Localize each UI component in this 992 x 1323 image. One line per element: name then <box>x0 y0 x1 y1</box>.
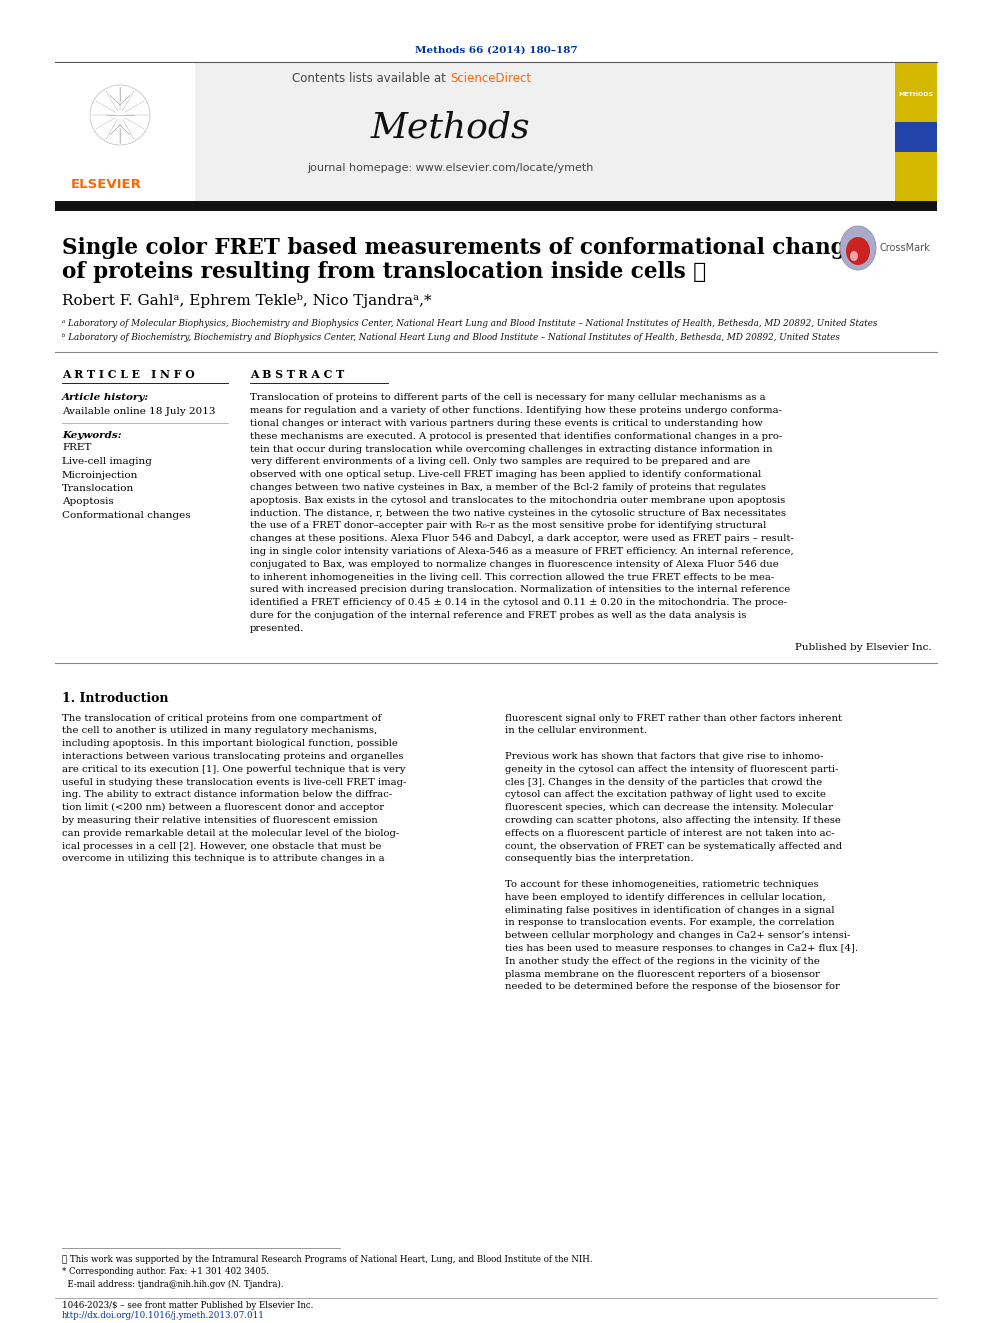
Ellipse shape <box>846 237 870 265</box>
Text: 1. Introduction: 1. Introduction <box>62 692 169 705</box>
Text: conjugated to Bax, was employed to normalize changes in fluorescence intensity o: conjugated to Bax, was employed to norma… <box>250 560 779 569</box>
Text: plasma membrane on the fluorescent reporters of a biosensor: plasma membrane on the fluorescent repor… <box>505 970 819 979</box>
Text: interactions between various translocating proteins and organelles: interactions between various translocati… <box>62 751 404 761</box>
Text: tional changes or interact with various partners during these events is critical: tional changes or interact with various … <box>250 419 763 429</box>
Text: METHODS: METHODS <box>899 93 933 98</box>
Text: of proteins resulting from translocation inside cells ☆: of proteins resulting from translocation… <box>62 261 706 283</box>
Bar <box>55 64 937 202</box>
Text: Single color FRET based measurements of conformational changes: Single color FRET based measurements of … <box>62 237 871 259</box>
Text: these mechanisms are executed. A protocol is presented that identifies conformat: these mechanisms are executed. A protoco… <box>250 431 783 441</box>
Text: have been employed to identify differences in cellular location,: have been employed to identify differenc… <box>505 893 825 902</box>
Text: in response to translocation events. For example, the correlation: in response to translocation events. For… <box>505 918 834 927</box>
Text: to inherent inhomogeneities in the living cell. This correction allowed the true: to inherent inhomogeneities in the livin… <box>250 573 774 582</box>
Text: count, the observation of FRET can be systematically affected and: count, the observation of FRET can be sy… <box>505 841 842 851</box>
Text: tion limit (<200 nm) between a fluorescent donor and acceptor: tion limit (<200 nm) between a fluoresce… <box>62 803 384 812</box>
Text: Keywords:: Keywords: <box>62 430 122 439</box>
Text: ELSEVIER: ELSEVIER <box>71 179 142 192</box>
Text: A R T I C L E   I N F O: A R T I C L E I N F O <box>62 369 194 381</box>
Text: ties has been used to measure responses to changes in Ca2+ flux [4].: ties has been used to measure responses … <box>505 945 858 953</box>
Text: ical processes in a cell [2]. However, one obstacle that must be: ical processes in a cell [2]. However, o… <box>62 841 382 851</box>
Ellipse shape <box>850 251 858 261</box>
Text: the use of a FRET donor–accepter pair with R₀-r as the most sensitive probe for : the use of a FRET donor–accepter pair wi… <box>250 521 766 531</box>
Bar <box>895 64 937 202</box>
Text: are critical to its execution [1]. One powerful technique that is very: are critical to its execution [1]. One p… <box>62 765 406 774</box>
Text: means for regulation and a variety of other functions. Identifying how these pro: means for regulation and a variety of ot… <box>250 406 782 415</box>
Text: ᵇ Laboratory of Biochemistry, Biochemistry and Biophysics Center, National Heart: ᵇ Laboratory of Biochemistry, Biochemist… <box>62 333 840 343</box>
Text: apoptosis. Bax exists in the cytosol and translocates to the mitochondria outer : apoptosis. Bax exists in the cytosol and… <box>250 496 786 505</box>
Text: journal homepage: www.elsevier.com/locate/ymeth: journal homepage: www.elsevier.com/locat… <box>307 163 593 173</box>
Text: ᵃ Laboratory of Molecular Biophysics, Biochemistry and Biophysics Center, Nation: ᵃ Laboratory of Molecular Biophysics, Bi… <box>62 319 877 328</box>
Text: including apoptosis. In this important biological function, possible: including apoptosis. In this important b… <box>62 740 398 749</box>
Ellipse shape <box>840 226 876 270</box>
Text: consequently bias the interpretation.: consequently bias the interpretation. <box>505 855 693 864</box>
Text: Conformational changes: Conformational changes <box>62 511 190 520</box>
Text: dure for the conjugation of the internal reference and FRET probes as well as th: dure for the conjugation of the internal… <box>250 611 746 620</box>
Text: eliminating false positives in identification of changes in a signal: eliminating false positives in identific… <box>505 906 834 914</box>
Text: Translocation: Translocation <box>62 484 134 493</box>
Text: CrossMark: CrossMark <box>880 243 930 253</box>
Text: presented.: presented. <box>250 624 305 632</box>
Text: Methods 66 (2014) 180–187: Methods 66 (2014) 180–187 <box>415 45 577 54</box>
Bar <box>895 122 937 152</box>
Text: sured with increased precision during translocation. Normalization of intensitie: sured with increased precision during tr… <box>250 586 791 594</box>
Text: Live-cell imaging: Live-cell imaging <box>62 456 152 466</box>
Bar <box>55 64 195 202</box>
Text: ing. The ability to extract distance information below the diffrac-: ing. The ability to extract distance inf… <box>62 791 392 799</box>
Text: ★ This work was supported by the Intramural Research Programs of National Heart,: ★ This work was supported by the Intramu… <box>62 1256 592 1265</box>
Text: Microinjection: Microinjection <box>62 471 138 479</box>
Text: very different environments of a living cell. Only two samples are required to b: very different environments of a living … <box>250 458 750 467</box>
Text: Published by Elsevier Inc.: Published by Elsevier Inc. <box>796 643 932 652</box>
Text: changes between two native cysteines in Bax, a member of the Bcl-2 family of pro: changes between two native cysteines in … <box>250 483 766 492</box>
Text: effects on a fluorescent particle of interest are not taken into ac-: effects on a fluorescent particle of int… <box>505 830 834 837</box>
Text: Translocation of proteins to different parts of the cell is necessary for many c: Translocation of proteins to different p… <box>250 393 766 402</box>
Text: needed to be determined before the response of the biosensor for: needed to be determined before the respo… <box>505 983 840 991</box>
Text: crowding can scatter photons, also affecting the intensity. If these: crowding can scatter photons, also affec… <box>505 816 841 826</box>
Text: ScienceDirect: ScienceDirect <box>450 71 531 85</box>
Text: overcome in utilizing this technique is to attribute changes in a: overcome in utilizing this technique is … <box>62 855 385 864</box>
Bar <box>55 201 937 210</box>
Text: identified a FRET efficiency of 0.45 ± 0.14 in the cytosol and 0.11 ± 0.20 in th: identified a FRET efficiency of 0.45 ± 0… <box>250 598 787 607</box>
Text: In another study the effect of the regions in the vicinity of the: In another study the effect of the regio… <box>505 957 819 966</box>
Text: induction. The distance, r, between the two native cysteines in the cytosolic st: induction. The distance, r, between the … <box>250 509 786 517</box>
Text: The translocation of critical proteins from one compartment of: The translocation of critical proteins f… <box>62 713 381 722</box>
Text: 1046-2023/$ – see front matter Published by Elsevier Inc.: 1046-2023/$ – see front matter Published… <box>62 1301 313 1310</box>
Text: * Corresponding author. Fax: +1 301 402 3405.: * Corresponding author. Fax: +1 301 402 … <box>62 1267 269 1277</box>
Text: cles [3]. Changes in the density of the particles that crowd the: cles [3]. Changes in the density of the … <box>505 778 822 787</box>
Text: by measuring their relative intensities of fluorescent emission: by measuring their relative intensities … <box>62 816 378 826</box>
Text: A B S T R A C T: A B S T R A C T <box>250 369 344 381</box>
Text: cytosol can affect the excitation pathway of light used to excite: cytosol can affect the excitation pathwa… <box>505 791 826 799</box>
Text: http://dx.doi.org/10.1016/j.ymeth.2013.07.011: http://dx.doi.org/10.1016/j.ymeth.2013.0… <box>62 1311 265 1320</box>
Text: Previous work has shown that factors that give rise to inhomo-: Previous work has shown that factors tha… <box>505 751 823 761</box>
Text: geneity in the cytosol can affect the intensity of fluorescent parti-: geneity in the cytosol can affect the in… <box>505 765 838 774</box>
Text: FRET: FRET <box>62 443 91 452</box>
Text: To account for these inhomogeneities, ratiometric techniques: To account for these inhomogeneities, ra… <box>505 880 818 889</box>
Text: Robert F. Gahlᵃ, Ephrem Tekleᵇ, Nico Tjandraᵃ,*: Robert F. Gahlᵃ, Ephrem Tekleᵇ, Nico Tja… <box>62 292 432 307</box>
Text: can provide remarkable detail at the molecular level of the biolog-: can provide remarkable detail at the mol… <box>62 830 399 837</box>
Text: fluorescent signal only to FRET rather than other factors inherent: fluorescent signal only to FRET rather t… <box>505 713 842 722</box>
Text: the cell to another is utilized in many regulatory mechanisms,: the cell to another is utilized in many … <box>62 726 377 736</box>
Text: ing in single color intensity variations of Alexa-546 as a measure of FRET effic: ing in single color intensity variations… <box>250 548 794 556</box>
Text: Article history:: Article history: <box>62 393 149 402</box>
Text: observed with one optical setup. Live-cell FRET imaging has been applied to iden: observed with one optical setup. Live-ce… <box>250 470 761 479</box>
Text: fluorescent species, which can decrease the intensity. Molecular: fluorescent species, which can decrease … <box>505 803 833 812</box>
Text: between cellular morphology and changes in Ca2+ sensor’s intensi-: between cellular morphology and changes … <box>505 931 850 941</box>
Text: E-mail address: tjandra@nih.hih.gov (N. Tjandra).: E-mail address: tjandra@nih.hih.gov (N. … <box>62 1279 284 1289</box>
Text: changes at these positions. Alexa Fluor 546 and Dabcyl, a dark acceptor, were us: changes at these positions. Alexa Fluor … <box>250 534 794 544</box>
Text: tein that occur during translocation while overcoming challenges in extracting d: tein that occur during translocation whi… <box>250 445 773 454</box>
Text: Methods: Methods <box>370 111 530 146</box>
Text: Apoptosis: Apoptosis <box>62 497 114 507</box>
Text: useful in studying these translocation events is live-cell FRET imag-: useful in studying these translocation e… <box>62 778 407 787</box>
Text: Contents lists available at: Contents lists available at <box>293 71 450 85</box>
Text: in the cellular environment.: in the cellular environment. <box>505 726 647 736</box>
Text: Available online 18 July 2013: Available online 18 July 2013 <box>62 407 215 417</box>
